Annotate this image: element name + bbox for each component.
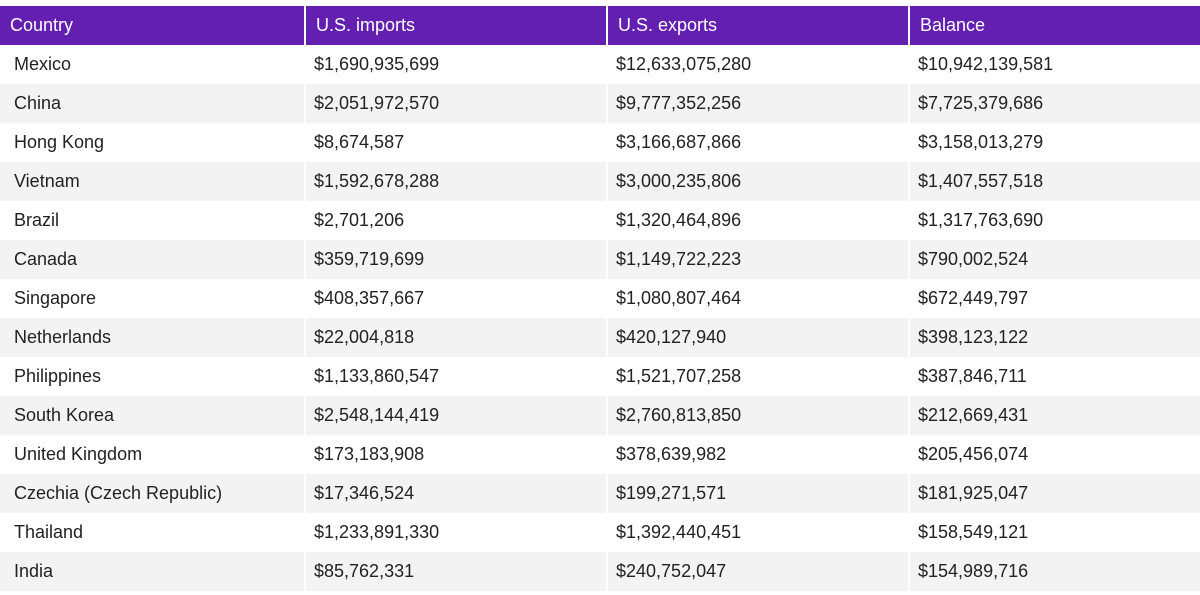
country-cell: Vietnam [0, 162, 306, 201]
us-imports-cell: $2,548,144,419 [306, 396, 608, 435]
table-row: United Kingdom $173,183,908 $378,639,982 $2… [0, 435, 1200, 474]
table-row: China $2,051,972,570 $9,777,352,256 $7,725,… [0, 84, 1200, 123]
us-imports-cell: $2,701,206 [306, 201, 608, 240]
balance-cell: $10,942,139,581 [910, 45, 1200, 84]
balance-cell: $181,925,047 [910, 474, 1200, 513]
us-exports-cell: $1,320,464,896 [608, 201, 910, 240]
column-header-country[interactable]: Country [0, 6, 306, 45]
balance-cell: $672,449,797 [910, 279, 1200, 318]
table-header: Country U.S. imports U.S. exports Balanc… [0, 6, 1200, 45]
table-row: South Korea $2,548,144,419 $2,760,813,850 $… [0, 396, 1200, 435]
table-row: Philippines $1,133,860,547 $1,521,707,258 $… [0, 357, 1200, 396]
us-imports-cell: $8,674,587 [306, 123, 608, 162]
country-cell: Hong Kong [0, 123, 306, 162]
balance-cell: $1,407,557,518 [910, 162, 1200, 201]
country-cell: Brazil [0, 201, 306, 240]
balance-cell: $158,549,121 [910, 513, 1200, 552]
balance-cell: $3,158,013,279 [910, 123, 1200, 162]
us-imports-cell: $2,051,972,570 [306, 84, 608, 123]
us-imports-cell: $85,762,331 [306, 552, 608, 591]
header-row: Country U.S. imports U.S. exports Balanc… [0, 6, 1200, 45]
us-exports-cell: $240,752,047 [608, 552, 910, 591]
table-row: Brazil $2,701,206 $1,320,464,896 $1,317,763… [0, 201, 1200, 240]
table-row: Netherlands $22,004,818 $420,127,940 $398,1… [0, 318, 1200, 357]
column-header-us-exports[interactable]: U.S. exports [608, 6, 910, 45]
table-row: India $85,762,331 $240,752,047 $154,989,716 [0, 552, 1200, 591]
us-exports-cell: $420,127,940 [608, 318, 910, 357]
column-header-us-imports[interactable]: U.S. imports [306, 6, 608, 45]
country-cell: China [0, 84, 306, 123]
us-exports-cell: $199,271,571 [608, 474, 910, 513]
country-cell: Philippines [0, 357, 306, 396]
us-exports-cell: $12,633,075,280 [608, 45, 910, 84]
country-cell: Netherlands [0, 318, 306, 357]
balance-cell: $7,725,379,686 [910, 84, 1200, 123]
country-cell: Czechia (Czech Republic) [0, 474, 306, 513]
country-cell: Singapore [0, 279, 306, 318]
us-exports-cell: $2,760,813,850 [608, 396, 910, 435]
us-imports-cell: $173,183,908 [306, 435, 608, 474]
column-header-balance[interactable]: Balance [910, 6, 1200, 45]
us-imports-cell: $22,004,818 [306, 318, 608, 357]
table-body: Mexico $1,690,935,699 $12,633,075,280 $10,9… [0, 45, 1200, 591]
us-exports-cell: $3,000,235,806 [608, 162, 910, 201]
balance-cell: $790,002,524 [910, 240, 1200, 279]
balance-cell: $398,123,122 [910, 318, 1200, 357]
balance-cell: $387,846,711 [910, 357, 1200, 396]
country-cell: United Kingdom [0, 435, 306, 474]
balance-cell: $205,456,074 [910, 435, 1200, 474]
table-row: Hong Kong $8,674,587 $3,166,687,866 $3,158,… [0, 123, 1200, 162]
balance-cell: $154,989,716 [910, 552, 1200, 591]
trade-balance-table: Country U.S. imports U.S. exports Balanc… [0, 6, 1200, 591]
us-exports-cell: $378,639,982 [608, 435, 910, 474]
country-cell: Thailand [0, 513, 306, 552]
us-exports-cell: $9,777,352,256 [608, 84, 910, 123]
us-imports-cell: $1,233,891,330 [306, 513, 608, 552]
country-cell: Canada [0, 240, 306, 279]
us-imports-cell: $408,357,667 [306, 279, 608, 318]
country-cell: India [0, 552, 306, 591]
us-exports-cell: $1,392,440,451 [608, 513, 910, 552]
table-row: Czechia (Czech Republic) $17,346,524 $199,… [0, 474, 1200, 513]
table-row: Mexico $1,690,935,699 $12,633,075,280 $10,9… [0, 45, 1200, 84]
table-row: Vietnam $1,592,678,288 $3,000,235,806 $1,40… [0, 162, 1200, 201]
us-imports-cell: $17,346,524 [306, 474, 608, 513]
balance-cell: $1,317,763,690 [910, 201, 1200, 240]
table-row: Thailand $1,233,891,330 $1,392,440,451 $158… [0, 513, 1200, 552]
us-imports-cell: $1,690,935,699 [306, 45, 608, 84]
table-row: Singapore $408,357,667 $1,080,807,464 $672,… [0, 279, 1200, 318]
us-exports-cell: $1,149,722,223 [608, 240, 910, 279]
us-exports-cell: $1,080,807,464 [608, 279, 910, 318]
us-imports-cell: $359,719,699 [306, 240, 608, 279]
us-exports-cell: $1,521,707,258 [608, 357, 910, 396]
us-imports-cell: $1,592,678,288 [306, 162, 608, 201]
country-cell: South Korea [0, 396, 306, 435]
table-row: Canada $359,719,699 $1,149,722,223 $790,002… [0, 240, 1200, 279]
us-exports-cell: $3,166,687,866 [608, 123, 910, 162]
balance-cell: $212,669,431 [910, 396, 1200, 435]
us-imports-cell: $1,133,860,547 [306, 357, 608, 396]
country-cell: Mexico [0, 45, 306, 84]
